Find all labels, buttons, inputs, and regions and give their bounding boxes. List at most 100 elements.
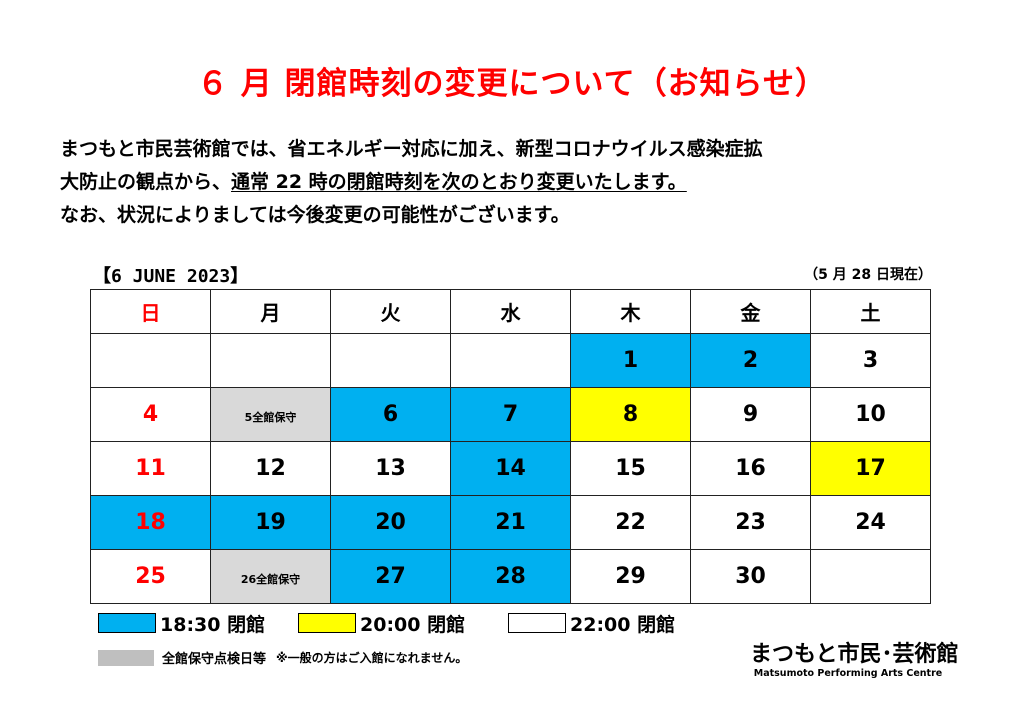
calendar-day-cell: 5全館保守 (210, 387, 331, 442)
legend-white-label: 22:00 閉館 (570, 613, 676, 636)
calendar-day-cell: 24 (810, 495, 931, 550)
calendar-day-text: 28 (495, 564, 526, 589)
as-of-date: （5 月 28 日現在） (804, 267, 932, 283)
gray-swatch (98, 649, 154, 666)
calendar-day-cell: 11 (90, 441, 211, 496)
calendar-label: 【6 JUNE 2023】 (93, 266, 249, 287)
calendar-day-text: 23 (735, 510, 766, 535)
calendar-day-text: 26全館保守 (240, 573, 301, 586)
calendar-day-text: 12 (255, 456, 286, 481)
weekday-header: 火 (330, 289, 451, 334)
calendar-day-cell: 23 (690, 495, 811, 550)
calendar-day-text: 14 (495, 456, 526, 481)
calendar-day-text: 29 (615, 564, 646, 589)
calendar-day-cell: 4 (90, 387, 211, 442)
calendar-day-text: 7 (502, 402, 519, 427)
calendar-day-text: 6 (382, 402, 399, 427)
weekday-header: 水 (450, 289, 571, 334)
calendar-week-row: 1 2 3 (90, 333, 931, 388)
calendar-day-cell: 3 (810, 333, 931, 388)
calendar-day-text: 30 (735, 564, 766, 589)
calendar-week-row: 4 5全館保守 6 7 8 9 10 (90, 387, 931, 442)
calendar-day-cell: 16 (690, 441, 811, 496)
white-swatch (508, 613, 566, 633)
calendar-day-cell: 10 (810, 387, 931, 442)
calendar-day-text: 16 (735, 456, 766, 481)
legend-gray-label: 全館保守点検日等 (162, 652, 267, 667)
calendar-table: 日月火水木金土 1 2 3 4 5全館保守 6 7 8 9 10 11 12 13 14 15 16 17 18 19… (90, 289, 931, 604)
calendar-week-row: 18 19 20 21 22 23 24 (90, 495, 931, 550)
legend-blue-label: 18:30 閉館 (160, 613, 266, 636)
intro-line-2-pre: 大防止の観点から、 (60, 171, 232, 193)
calendar-day-cell: 29 (570, 549, 691, 604)
calendar-day-text: 17 (855, 456, 886, 481)
page-title: ６ 月 閉館時刻の変更について（お知らせ） (196, 66, 828, 102)
calendar-week-row: 25 26全館保守 27 28 29 30 (90, 549, 931, 604)
calendar-day-cell: 17 (810, 441, 931, 496)
calendar-day-text: 20 (375, 510, 406, 535)
yellow-swatch (298, 613, 356, 633)
calendar-day-cell: 12 (210, 441, 331, 496)
calendar-day-cell: 8 (570, 387, 691, 442)
calendar-day-cell: 2 (690, 333, 811, 388)
legend-gray-note: ※一般の方はご入館になれません。 (276, 651, 468, 665)
calendar-day-cell: 27 (330, 549, 451, 604)
legend-white: 22:00 閉館 (508, 611, 676, 636)
calendar-day-cell: 14 (450, 441, 571, 496)
calendar-day-text: 18 (135, 510, 166, 535)
logo-en: Matsumoto Performing Arts Centre (753, 668, 943, 679)
calendar-day-cell: 28 (450, 549, 571, 604)
calendar-day-cell (90, 333, 211, 388)
calendar-day-cell: 18 (90, 495, 211, 550)
calendar-day-cell: 9 (690, 387, 811, 442)
weekday-header: 木 (570, 289, 691, 334)
legend-blue: 18:30 閉館 (98, 611, 266, 636)
calendar-day-text: 21 (495, 510, 526, 535)
calendar-day-text: 4 (142, 402, 159, 427)
calendar-day-cell: 6 (330, 387, 451, 442)
legend-yellow-label: 20:00 閉館 (360, 613, 466, 636)
intro-line-2: 大防止の観点から、通常 22 時の閉館時刻を次のとおり変更いたします。 (60, 166, 980, 199)
calendar-day-text: 8 (622, 402, 639, 427)
calendar-day-text: 5全館保守 (244, 411, 297, 424)
weekday-header: 日 (90, 289, 211, 334)
calendar-day-cell: 21 (450, 495, 571, 550)
intro-line-2-underlined: 通常 22 時の閉館時刻を次のとおり変更いたします。 (231, 171, 687, 193)
legend-gray: 全館保守点検日等 ※一般の方はご入館になれません。 (98, 648, 467, 667)
calendar-day-cell: 19 (210, 495, 331, 550)
calendar-day-cell (330, 333, 451, 388)
calendar-day-text: 3 (862, 348, 879, 373)
calendar-day-text: 27 (375, 564, 406, 589)
calendar-day-cell: 25 (90, 549, 211, 604)
calendar-day-text: 9 (742, 402, 759, 427)
intro-line-3: なお、状況によりましては今後変更の可能性がございます。 (60, 204, 570, 226)
calendar-day-text: 2 (742, 348, 759, 373)
calendar-day-cell: 20 (330, 495, 451, 550)
calendar-day-text: 15 (615, 456, 646, 481)
calendar-day-cell (450, 333, 571, 388)
calendar-day-cell: 7 (450, 387, 571, 442)
logo: まつもと市民･芸術館 Matsumoto Performing Arts Cen… (750, 636, 959, 679)
legend-yellow: 20:00 閉館 (298, 611, 466, 636)
calendar-day-text: 13 (375, 456, 406, 481)
calendar-day-text: 1 (622, 348, 639, 373)
calendar-day-text: 22 (615, 510, 646, 535)
weekday-header: 月 (210, 289, 331, 334)
calendar-day-cell: 30 (690, 549, 811, 604)
intro-text: まつもと市民芸術館では、省エネルギー対応に加え、新型コロナウイルス感染症拡 大防… (60, 133, 980, 232)
calendar-week-row: 11 12 13 14 15 16 17 (90, 441, 931, 496)
calendar-day-cell: 13 (330, 441, 451, 496)
calendar-day-text: 11 (135, 456, 166, 481)
weekday-header: 金 (690, 289, 811, 334)
calendar-day-text: 24 (855, 510, 886, 535)
calendar-day-cell: 22 (570, 495, 691, 550)
calendar-day-cell: 1 (570, 333, 691, 388)
intro-line-1: まつもと市民芸術館では、省エネルギー対応に加え、新型コロナウイルス感染症拡 (60, 138, 763, 160)
weekday-header: 土 (810, 289, 931, 334)
calendar-day-text: 19 (255, 510, 286, 535)
calendar-day-cell: 26全館保守 (210, 549, 331, 604)
calendar-day-text: 10 (855, 402, 886, 427)
logo-jp: まつもと市民･芸術館 (750, 641, 959, 667)
blue-swatch (98, 613, 156, 633)
calendar-day-cell (810, 549, 931, 604)
